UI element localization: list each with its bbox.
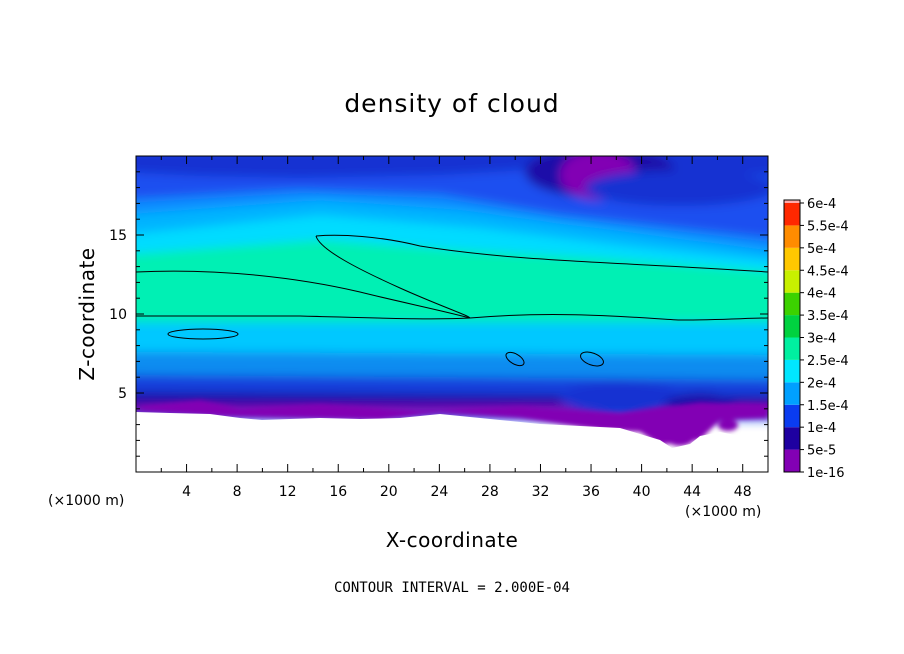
colorbar-swatch [784, 337, 800, 360]
x-unit-left: (×1000 m) [48, 493, 124, 509]
x-axis-label: X-coordinate [386, 528, 519, 552]
y-axis-label: Z-coordinate [75, 247, 99, 380]
colorbar-swatch [784, 292, 800, 316]
x-tick-label: 28 [481, 484, 499, 500]
colorbar-swatch [784, 404, 800, 428]
colorbar-frame [783, 199, 801, 473]
colorbar-swatch-top [784, 200, 800, 203]
x-tick-label: 36 [582, 484, 600, 500]
x-tick-label: 20 [380, 484, 398, 500]
x-unit-right: (×1000 m) [685, 504, 761, 520]
colorbar-label: 5e-5 [807, 444, 836, 459]
colorbar-swatch [784, 203, 800, 226]
colorbar-label: 6e-4 [807, 197, 836, 212]
colorbar-swatch [784, 427, 800, 450]
colorbar-label: 3.5e-4 [807, 309, 849, 324]
x-tick-label: 8 [233, 484, 242, 500]
x-tick-label: 40 [633, 484, 651, 500]
colorbar-swatch [784, 225, 800, 248]
colorbar-label: 1e-16 [807, 466, 845, 481]
colorbar-swatch [784, 359, 800, 383]
y-tick-label: 5 [118, 386, 127, 402]
colorbar-label: 1e-4 [807, 421, 836, 436]
colorbar-label: 2e-4 [807, 376, 836, 391]
y-axis-ticks: 5 10 15 [109, 171, 768, 457]
y-tick-label: 15 [109, 228, 127, 244]
contour-interval: CONTOUR INTERVAL = 2.000E-04 [334, 580, 570, 596]
colorbar-swatch [784, 449, 800, 472]
colorbar: 1e-16 5e-5 1e-4 1.5e-4 2e-4 2.5e-4 3e-4 3.5e-4 4… [783, 197, 849, 481]
x-tick-label: 44 [683, 484, 701, 500]
colorbar-swatch [784, 270, 800, 293]
colorbar-swatch [784, 315, 800, 338]
colorbar-label: 1.5e-4 [807, 399, 849, 414]
x-tick-label: 32 [532, 484, 550, 500]
x-tick-label: 16 [329, 484, 347, 500]
colorbar-label: 5.5e-4 [807, 219, 849, 234]
chart-title: density of cloud [344, 89, 559, 118]
x-tick-label: 4 [182, 484, 191, 500]
colorbar-label: 5e-4 [807, 242, 836, 257]
density-field [136, 156, 768, 472]
x-tick-label: 24 [430, 484, 448, 500]
colorbar-label: 4e-4 [807, 287, 836, 302]
colorbar-swatch [784, 247, 800, 271]
x-tick-label: 48 [734, 484, 752, 500]
colorbar-label: 2.5e-4 [807, 354, 849, 369]
colorbar-label: 4.5e-4 [807, 264, 849, 279]
colorbar-swatch [784, 382, 800, 405]
colorbar-label: 3e-4 [807, 332, 836, 347]
x-axis-ticks: 4 8 12 16 20 24 28 32 36 40 44 48 [160, 156, 752, 500]
x-tick-label: 12 [279, 484, 297, 500]
y-tick-label: 10 [109, 307, 127, 323]
